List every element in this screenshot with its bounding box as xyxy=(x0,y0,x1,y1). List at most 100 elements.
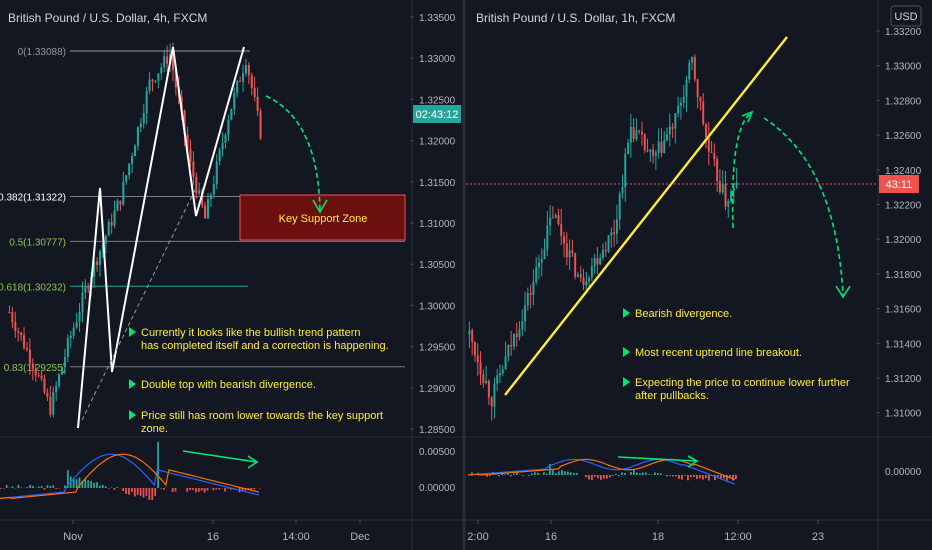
left-candle xyxy=(128,163,131,176)
right-candle xyxy=(624,153,627,188)
right-macd-bar xyxy=(501,473,503,475)
right-macd-bar xyxy=(516,472,518,475)
right-macd-bar xyxy=(717,475,719,477)
right-divergence-line[interactable] xyxy=(617,456,697,462)
right-macd: 0.00000 xyxy=(467,458,922,485)
right-time-axis[interactable]: 2:00 16 18 12:00 23 xyxy=(467,520,824,543)
right-price-axis[interactable]: 1.33200 1.33000 1.32800 1.32600 1.32400 1.322… xyxy=(876,27,922,420)
left-macd-bar xyxy=(148,488,151,500)
left-macd-bar xyxy=(133,488,136,497)
right-macd-bar xyxy=(699,475,701,479)
currency-button-frame[interactable] xyxy=(890,5,922,27)
right-candle xyxy=(496,375,499,384)
right-candle xyxy=(476,355,479,363)
left-candle xyxy=(206,199,210,219)
left-candle xyxy=(136,127,139,146)
left-candle xyxy=(151,79,154,81)
right-candle xyxy=(682,96,685,103)
right-candle xyxy=(732,187,735,192)
left-note-text: Currently it looks like the bullish tren… xyxy=(141,327,361,339)
right-candle xyxy=(582,277,585,285)
left-candle xyxy=(34,368,37,376)
left-candle xyxy=(218,149,221,162)
dashed-trendline[interactable] xyxy=(81,187,197,421)
left-macd-bar xyxy=(52,485,55,488)
right-macd-bar xyxy=(693,475,695,477)
right-time-label: 2:00 xyxy=(467,531,488,543)
left-macd-bar xyxy=(247,488,250,490)
right-macd-bar xyxy=(726,475,728,481)
right-time-label: 23 xyxy=(812,531,824,543)
bearish-arrow-path[interactable] xyxy=(265,95,321,211)
right-time-label: 18 xyxy=(652,531,664,543)
right-candle xyxy=(532,281,535,295)
left-candle xyxy=(221,142,224,150)
left-candle xyxy=(46,392,49,397)
right-price-label: 1.31400 xyxy=(885,339,922,350)
right-candle xyxy=(663,140,666,153)
right-macd-bar xyxy=(588,475,590,480)
right-countdown-badge: 43:11 xyxy=(879,175,919,193)
right-price-label: 1.32000 xyxy=(885,235,922,246)
left-candle xyxy=(142,113,145,124)
right-macd-bar xyxy=(654,472,656,475)
right-candle xyxy=(710,151,713,154)
left-candle xyxy=(256,96,259,111)
right-macd-bar xyxy=(522,475,524,476)
left-macd-line xyxy=(0,453,260,499)
right-candle xyxy=(693,57,696,80)
right-drawings[interactable] xyxy=(504,36,851,396)
left-candle xyxy=(183,110,186,135)
key-support-zone[interactable] xyxy=(239,194,406,241)
left-time-label: 14:00 xyxy=(282,531,310,543)
left-macd-bar xyxy=(2,488,5,489)
zigzag-pattern[interactable] xyxy=(77,46,245,429)
fib-retracement[interactable]: 0(1.33088) 0.382(1.31322) 0.5(1.30777) 0.61… xyxy=(0,47,405,374)
right-candle xyxy=(621,187,624,194)
left-macd-bar xyxy=(131,488,133,493)
right-chart-title: British Pound / U.S. Dollar, 1h, FXCM xyxy=(476,11,675,25)
left-candle xyxy=(116,200,119,211)
right-price-label: 1.33000 xyxy=(885,62,922,73)
left-drawings[interactable] xyxy=(77,46,328,429)
left-macd-bar xyxy=(11,486,14,488)
left-time-axis[interactable]: Nov 16 14:00 Dec xyxy=(63,520,370,543)
left-macd-bar xyxy=(43,488,46,490)
left-candle xyxy=(25,347,28,350)
left-divergence-line[interactable] xyxy=(182,450,257,463)
right-candle xyxy=(490,397,493,407)
right-candle xyxy=(549,217,552,226)
left-macd-bar xyxy=(113,488,116,490)
right-notes: Bearish divergence. Most recent uptrend l… xyxy=(623,308,850,402)
right-candle xyxy=(640,131,643,135)
left-candle xyxy=(244,65,247,74)
fib-level-label: 0.618(1.30232) xyxy=(0,282,66,293)
right-macd-bar xyxy=(513,473,515,475)
left-price-label: 1.33500 xyxy=(419,13,456,24)
fib-level-label: 0.83(1.29255) xyxy=(4,363,66,374)
left-candle xyxy=(236,81,239,94)
left-macd-bar xyxy=(189,488,191,491)
left-candles xyxy=(8,42,262,418)
projection-arrow-path[interactable] xyxy=(763,117,844,296)
right-candle xyxy=(730,191,733,202)
right-candle xyxy=(529,293,532,295)
right-candle xyxy=(560,224,563,237)
right-candle xyxy=(504,356,507,370)
left-price-axis[interactable]: 1.33500 1.33000 1.32500 1.32000 1.31500 1.310… xyxy=(410,13,456,436)
left-macd-bar xyxy=(93,482,95,488)
left-candle xyxy=(20,332,23,336)
right-candle xyxy=(473,341,476,356)
left-candle xyxy=(8,311,11,313)
left-candle xyxy=(98,251,101,265)
left-signal-line xyxy=(0,453,260,500)
right-candle xyxy=(515,333,518,338)
right-macd-bar xyxy=(600,475,602,480)
currency-button[interactable]: USD xyxy=(890,5,922,27)
left-price-label: 1.32500 xyxy=(419,95,456,106)
left-candle xyxy=(157,73,160,81)
right-candle xyxy=(579,274,582,278)
uptrend-line[interactable] xyxy=(504,36,788,396)
pullback-arrow-path[interactable] xyxy=(731,113,751,229)
left-candle xyxy=(75,321,78,328)
